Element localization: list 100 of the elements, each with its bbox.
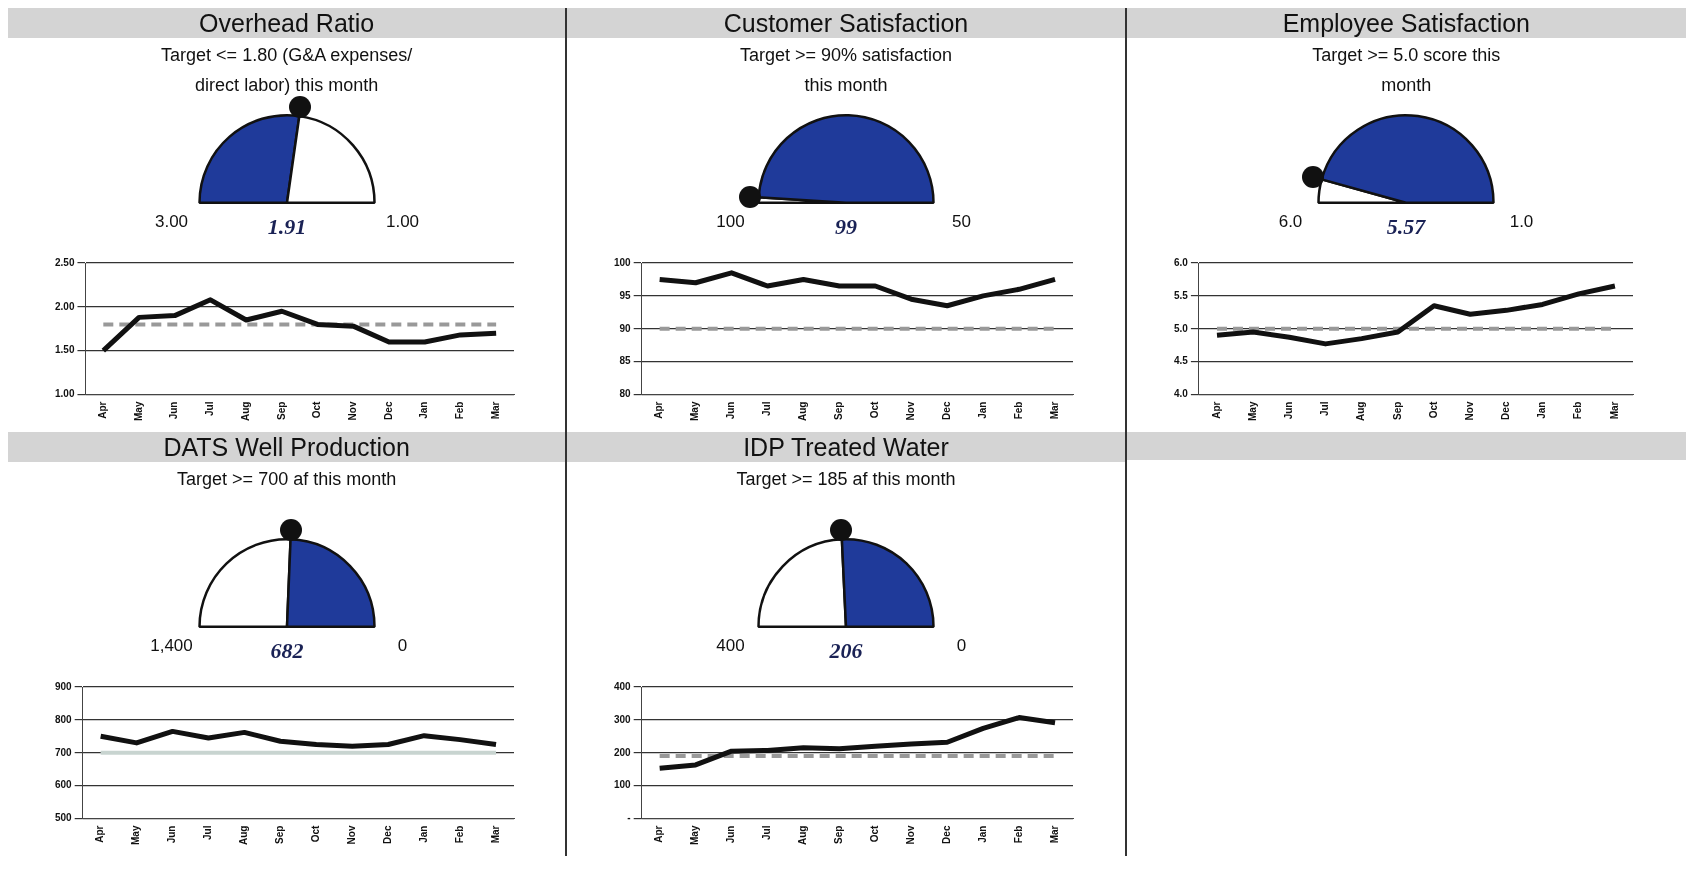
x-tick-label: Feb [1012,401,1024,420]
x-tick-label: Apr [653,825,665,843]
y-tick-label: 95 [619,289,632,301]
x-tick-label: Sep [275,401,287,420]
x-tick-label: Dec [382,401,394,420]
x-tick-label: Nov [346,401,358,421]
x-tick-label: May [1247,401,1259,421]
text: 100 [716,212,745,232]
x-tick-label: Sep [1391,401,1403,420]
x-tick-label: Dec [381,825,393,844]
x-tick-label: May [132,401,144,421]
x-tick-label: Jan [417,825,429,843]
chart-title: Employee Satisfaction [1126,8,1686,38]
x-tick-label: Jul [1319,401,1331,416]
x-tick-label: Mar [1048,401,1060,420]
y-tick-label: 90 [619,322,632,334]
x-tick-label: Aug [237,825,249,845]
x-tick-label: Nov [904,401,916,421]
x-tick-label: Feb [453,401,465,420]
x-tick-label: Jun [165,825,177,844]
x-tick-label: Jun [725,825,737,844]
x-tick-label: Jun [725,401,737,420]
x-tick-label: Dec [940,825,952,844]
x-tick-label: Sep [833,401,845,420]
x-tick-label: Jan [976,825,988,843]
x-tick-label: Sep [833,825,845,844]
text: 5.57 [1387,214,1427,240]
x-tick-label: Mar [1608,401,1620,420]
y-tick-label: 300 [613,713,632,725]
y-tick-label: 6.0 [1174,256,1189,268]
y-tick-label: 100 [613,256,632,268]
y-tick-label: 400 [613,680,632,692]
text: 1.0 [1509,212,1534,232]
x-tick-label: Apr [653,401,665,419]
x-tick-label: Jun [168,401,180,420]
chart-title: Customer Satisfaction [567,8,1125,38]
y-tick-label: 200 [613,746,632,758]
text: 99 [834,214,857,240]
x-tick-label: Jul [761,401,773,416]
y-tick-label: 80 [619,388,632,400]
x-tick-label: Nov [345,825,357,845]
chart-subtitle: Target >= 700 af this month [176,468,398,491]
chart-subtitle: Target >= 185 af this month [735,468,957,491]
text: 1.91 [267,214,306,240]
text: 1.00 [385,212,419,232]
x-tick-label: Feb [1012,825,1024,844]
y-tick-label: 100 [613,779,632,791]
text: 0 [397,636,407,656]
x-tick-label: May [689,825,701,845]
x-tick-label: Aug [239,401,251,421]
x-tick-label: Mar [1048,825,1060,844]
y-tick-label: 2.00 [54,300,75,312]
x-tick-label: Nov [1464,401,1476,421]
x-tick-label: Jan [976,401,988,419]
chart-title: IDP Treated Water [567,432,1125,462]
y-tick-label: 900 [54,680,72,692]
x-tick-label: Jan [418,401,430,419]
x-tick-label: Dec [1500,401,1512,420]
x-tick-label: Apr [96,401,108,419]
x-tick-label: Aug [1355,401,1367,421]
x-tick-label: Oct [869,824,881,843]
x-tick-label: Jul [201,825,213,840]
text: 0 [956,636,967,656]
y-tick-label: 4.0 [1174,388,1189,400]
text: 50 [952,212,971,232]
x-tick-label: Jun [1283,401,1295,420]
chart-title: DATS Well Production [8,432,566,462]
chart-subtitle: Target >= 5.0 score this month [1311,44,1502,97]
y-tick-label: 5.5 [1174,289,1189,301]
x-tick-label: Mar [489,825,501,844]
y-tick-label: 85 [619,355,632,367]
text: 6.0 [1278,212,1303,232]
x-tick-label: Aug [797,825,809,845]
text: 3.00 [154,212,188,232]
x-tick-label: Dec [940,401,952,420]
text: 1,400 [149,636,193,656]
y-tick-label: 4.5 [1174,355,1189,367]
y-tick-label: 700 [54,746,72,758]
y-tick-label: 1.00 [54,388,75,400]
x-tick-label: May [689,401,701,421]
y-tick-label: 1.50 [54,344,75,356]
x-tick-label: Feb [453,825,465,844]
y-tick-label: 2.50 [54,256,75,268]
chart-title: Overhead Ratio [8,8,566,38]
x-tick-label: Oct [310,400,322,419]
x-tick-label: Apr [1211,401,1223,419]
x-tick-label: Oct [309,824,321,843]
text: 206 [828,638,863,664]
x-tick-label: Feb [1572,401,1584,420]
text: 400 [716,636,745,656]
x-tick-label: Jul [761,825,773,840]
y-tick-label: 800 [54,713,72,725]
x-tick-label: Apr [94,825,106,843]
x-tick-label: Oct [1428,400,1440,419]
x-tick-label: Jan [1536,401,1548,419]
x-tick-label: May [130,825,142,845]
x-tick-label: Aug [797,401,809,421]
y-tick-label: 600 [54,779,72,791]
chart-subtitle: Target >= 90% satisfaction this month [738,44,954,97]
x-tick-label: Mar [489,401,501,420]
